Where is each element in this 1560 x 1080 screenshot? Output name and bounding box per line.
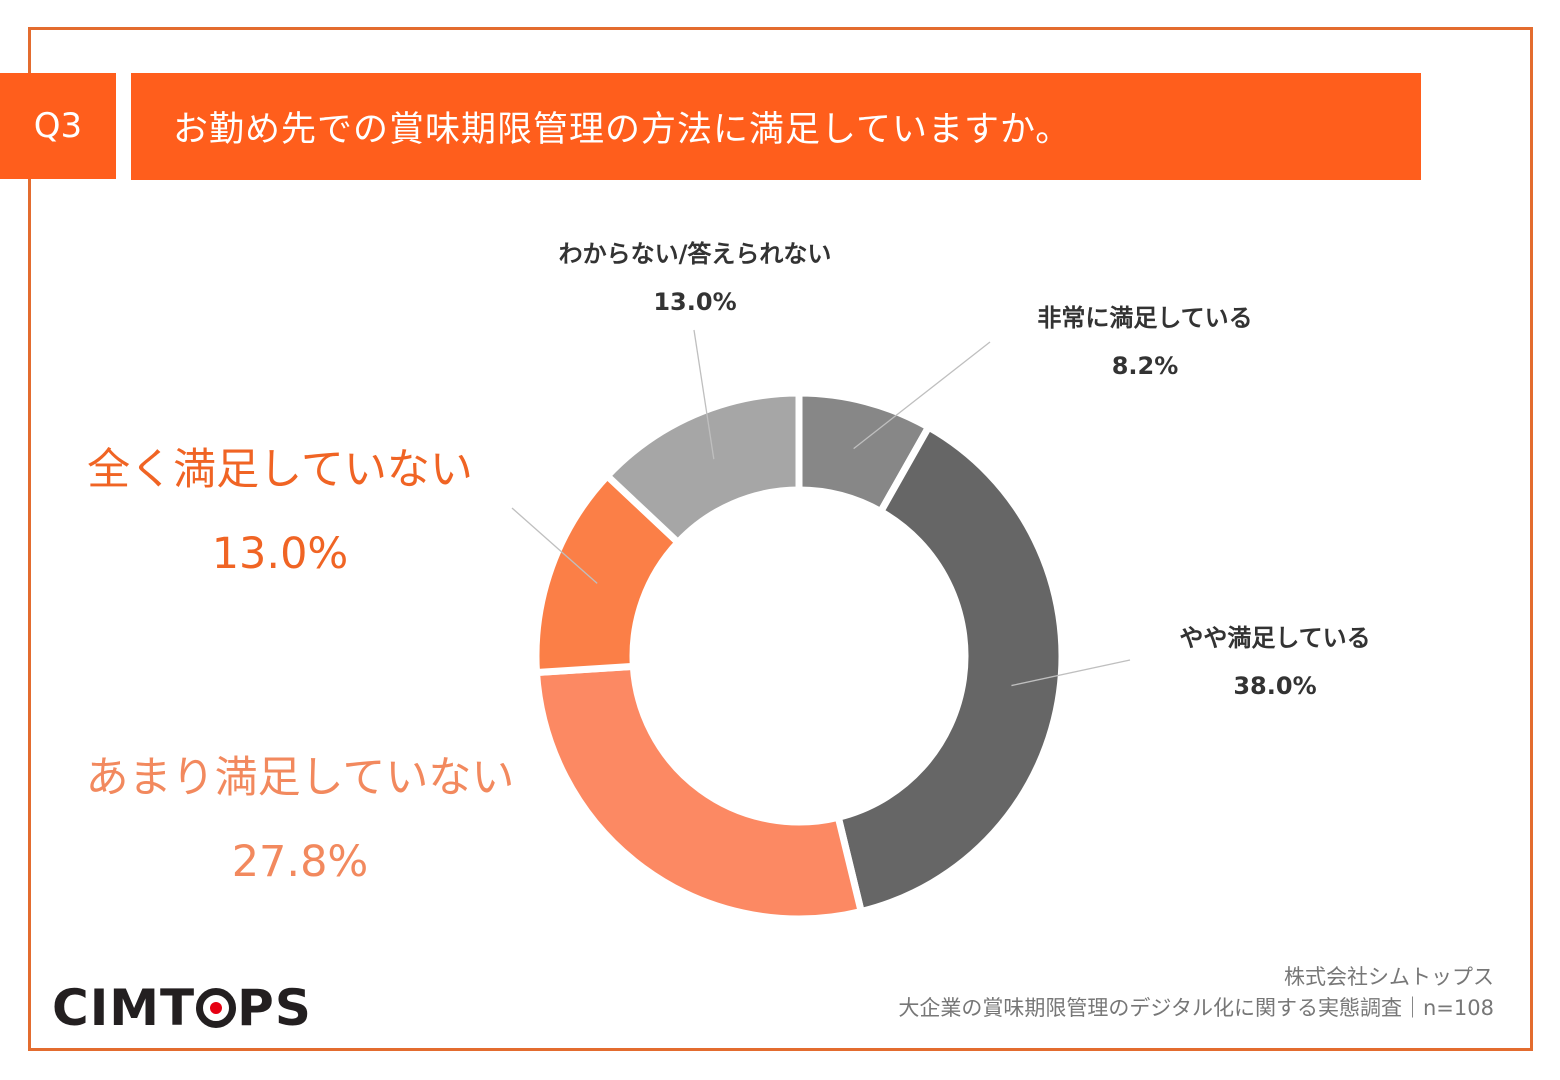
- leader-line-very-satisfied: [853, 341, 991, 450]
- label-somewhat-satisfied-value: 38.0%: [1233, 672, 1317, 700]
- label-dont-know-value: 13.0%: [653, 288, 737, 316]
- logo-text-ps: PS: [237, 979, 312, 1037]
- leader-line-dont-know: [693, 329, 715, 460]
- label-somewhat-satisfied: やや満足している 38.0%: [1160, 614, 1390, 710]
- donut-slice-not-very-satisfied: [532, 662, 866, 923]
- leader-line-not-satisfied-at-all: [511, 507, 598, 584]
- label-very-satisfied-name: 非常に満足している: [1037, 304, 1253, 332]
- label-not-very-satisfied: あまり満足していない 27.8%: [60, 736, 540, 904]
- footer-source: 株式会社シムトップス 大企業の賞味期限管理のデジタル化に関する実態調査｜n=10…: [898, 962, 1494, 1024]
- label-not-very-satisfied-value: 27.8%: [231, 837, 369, 887]
- donut-slice-somewhat-satisfied: [834, 422, 1066, 916]
- label-very-satisfied-value: 8.2%: [1111, 352, 1179, 380]
- cimtops-logo: CIMT PS: [52, 978, 312, 1038]
- question-title: お勤め先での賞味期限管理の方法に満足していますか。: [131, 73, 1421, 180]
- logo-o-mark: [196, 988, 237, 1028]
- label-somewhat-satisfied-name: やや満足している: [1179, 624, 1371, 652]
- label-dont-know-name: わからない/答えられない: [558, 240, 832, 268]
- logo-text-cimt: CIMT: [52, 979, 196, 1037]
- label-dont-know: わからない/答えられない 13.0%: [520, 230, 870, 326]
- label-not-satisfied-at-all-name: 全く満足していない: [87, 445, 473, 495]
- label-not-satisfied-at-all: 全く満足していない 13.0%: [50, 428, 510, 596]
- footer-company: 株式会社シムトップス: [1284, 965, 1494, 989]
- label-very-satisfied: 非常に満足している 8.2%: [1020, 294, 1270, 390]
- label-not-very-satisfied-name: あまり満足していない: [85, 753, 515, 803]
- chart-frame: [28, 27, 1533, 1051]
- label-not-satisfied-at-all-value: 13.0%: [211, 529, 349, 579]
- leader-line-somewhat-satisfied: [1011, 659, 1131, 687]
- donut-slice-dont-know: [602, 389, 803, 548]
- footer-survey: 大企業の賞味期限管理のデジタル化に関する実態調査｜n=108: [898, 996, 1494, 1020]
- question-number-badge: Q3: [0, 73, 116, 179]
